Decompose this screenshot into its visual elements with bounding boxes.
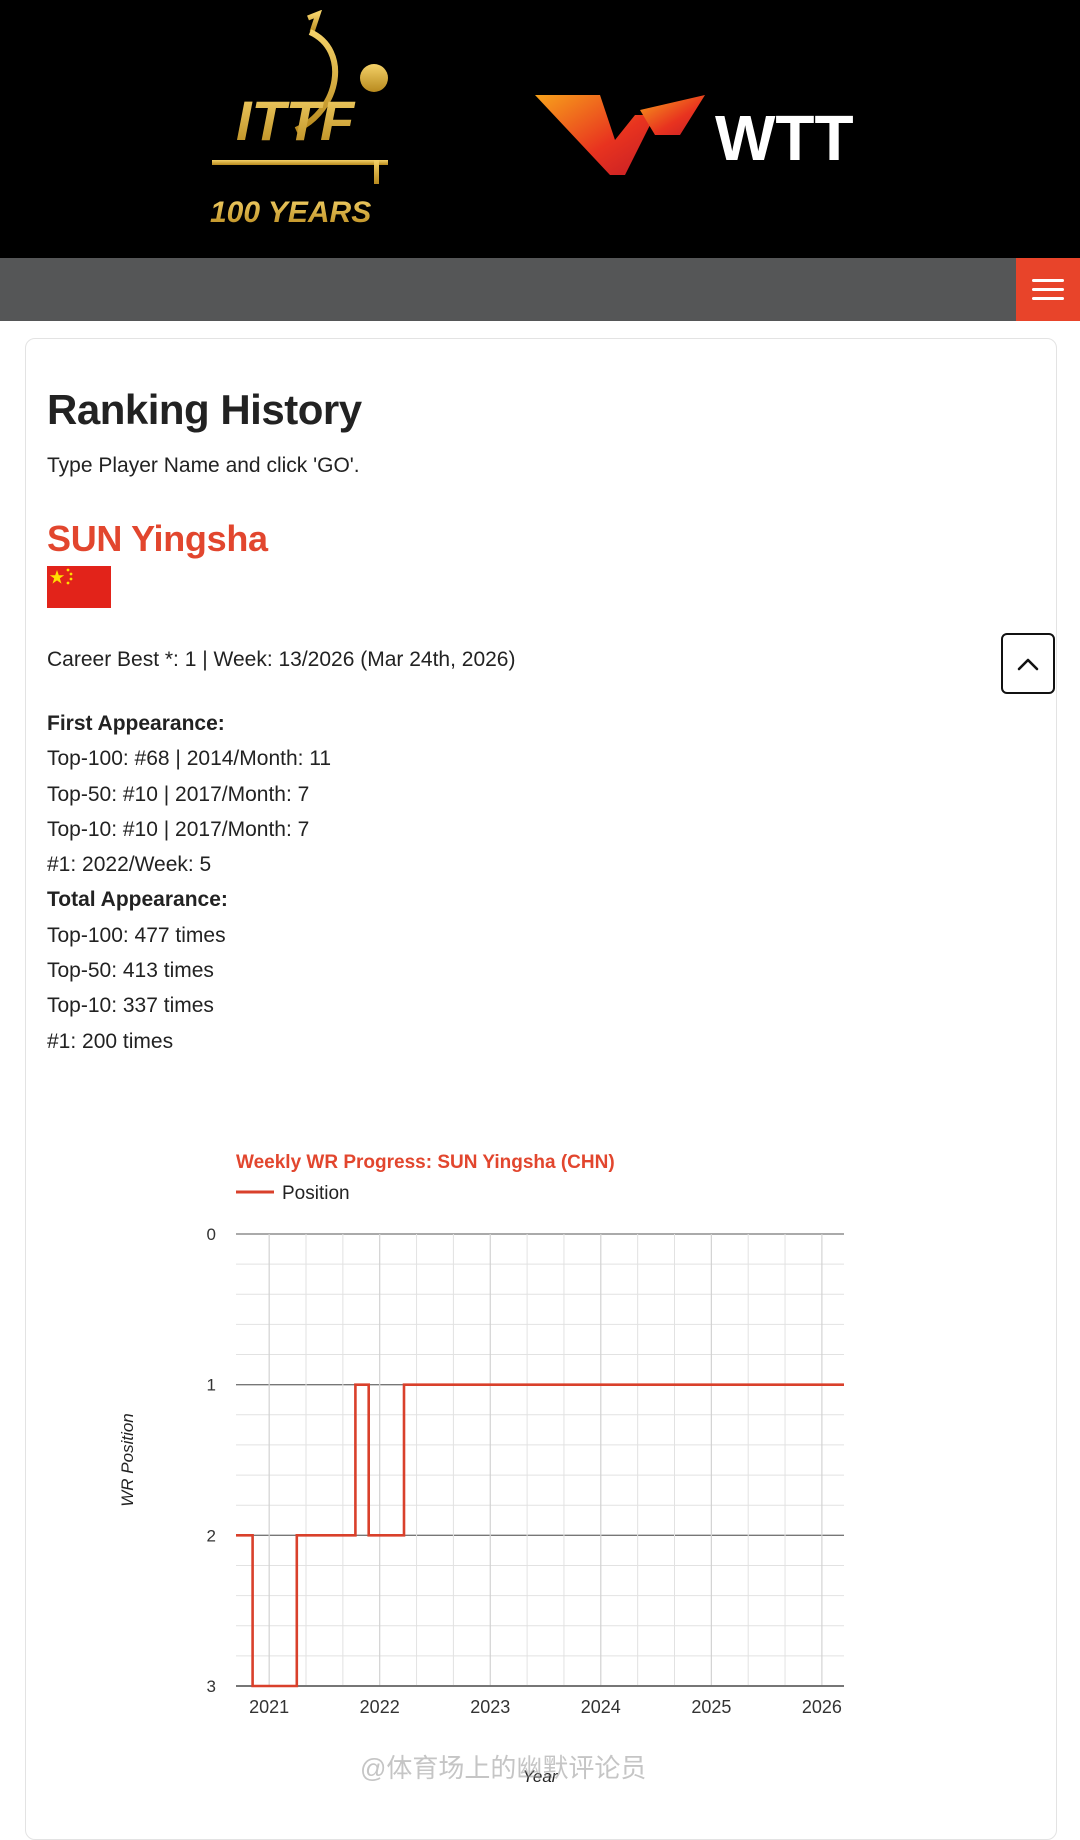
nav-bar — [0, 258, 1080, 321]
hamburger-menu-icon[interactable] — [1016, 258, 1080, 321]
x-tick-label: 2026 — [802, 1697, 842, 1717]
y-tick-label: 2 — [207, 1526, 216, 1545]
y-tick-label: 0 — [207, 1225, 216, 1244]
watermark: @体育场上的幽默评论员 — [360, 1753, 647, 1783]
player-name[interactable]: SUN Yingsha — [47, 518, 268, 559]
header-bar: ITTF 100 YEARS WTT — [0, 0, 1080, 258]
wr-progress-chart: 0 1 2 3 2021 2022 2023 2024 2025 2026 Weekly WR P… — [118, 1152, 844, 1786]
y-tick-label: 1 — [207, 1376, 216, 1395]
first-appearance-no1: #1: 2022/Week: 5 — [47, 853, 212, 877]
y-tick-label: 3 — [207, 1677, 216, 1696]
x-tick-label: 2025 — [691, 1697, 731, 1717]
ittf-100-years-logo[interactable]: ITTF 100 YEARS — [200, 10, 400, 240]
page-title: Ranking History — [47, 386, 362, 433]
chart-grid — [236, 1233, 844, 1687]
wtt-logo[interactable]: WTT — [530, 85, 890, 195]
first-appearance-label: First Appearance: — [47, 712, 225, 735]
position-series-line — [236, 1383, 844, 1688]
china-flag-icon — [47, 566, 111, 608]
total-appearance-top50: Top-50: 413 times — [47, 959, 214, 983]
chart-title: Weekly WR Progress: SUN Yingsha (CHN) — [236, 1152, 615, 1173]
chart-series — [236, 1383, 844, 1688]
wtt-logo-text: WTT — [715, 102, 854, 174]
ittf-logo-text: ITTF — [236, 89, 356, 152]
x-axis-label: Year — [523, 1767, 559, 1786]
scroll-up-button[interactable] — [1001, 633, 1055, 694]
first-appearance-top100: Top-100: #68 | 2014/Month: 11 — [47, 747, 332, 771]
x-tick-label: 2024 — [581, 1697, 621, 1717]
first-appearance-top10: Top-10: #10 | 2017/Month: 7 — [47, 817, 310, 841]
ittf-tagline: 100 YEARS — [210, 196, 371, 229]
career-best: Career Best *: 1 | Week: 13/2026 (Mar 24… — [47, 648, 516, 671]
x-tick-label: 2023 — [470, 1697, 510, 1717]
appearance-stats: First Appearance: Top-100: #68 | 2014/Mo… — [47, 706, 331, 1059]
chart-axes: 0 1 2 3 2021 2022 2023 2024 2025 2026 — [207, 1225, 844, 1717]
x-tick-label: 2022 — [360, 1697, 400, 1717]
x-tick-label: 2021 — [249, 1697, 289, 1717]
total-appearance-no1: #1: 200 times — [47, 1029, 174, 1053]
chevron-up-icon — [1017, 658, 1039, 670]
y-axis-label: WR Position — [118, 1413, 137, 1507]
first-appearance-top50: Top-50: #10 | 2017/Month: 7 — [47, 782, 310, 806]
total-appearance-label: Total Appearance: — [47, 888, 228, 912]
legend-label: Position — [282, 1183, 350, 1204]
content-card — [25, 338, 1057, 1840]
total-appearance-top10: Top-10: 337 times — [47, 994, 214, 1018]
page-subtitle: Type Player Name and click 'GO'. — [47, 454, 360, 477]
total-appearance-top100: Top-100: 477 times — [47, 923, 226, 947]
